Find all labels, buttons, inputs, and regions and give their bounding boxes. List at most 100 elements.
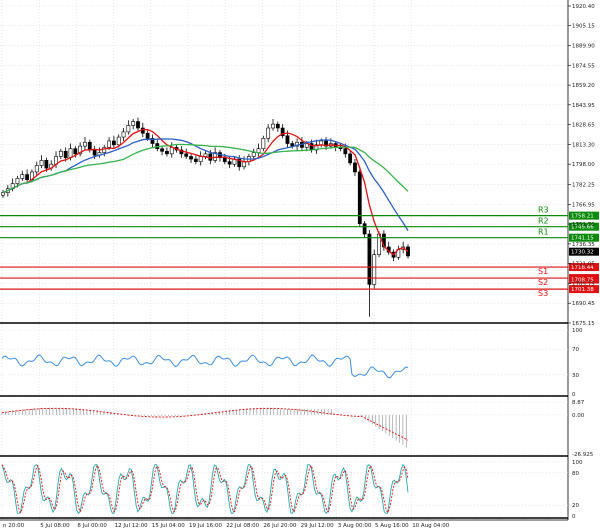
candle-body bbox=[271, 123, 275, 129]
time-tick-label: 26 Jul 20:00 bbox=[263, 523, 296, 529]
level-tag-r2: 1749.66 bbox=[571, 225, 594, 231]
stochastic-k-line bbox=[1, 463, 409, 515]
candle-body bbox=[150, 138, 155, 144]
level-name-r2: R2 bbox=[538, 217, 549, 226]
indicator-tick-label: 0 bbox=[572, 392, 576, 398]
time-tick-label: 12 Jul 12:00 bbox=[115, 523, 148, 529]
candle-body bbox=[107, 140, 111, 148]
ema-mid-line bbox=[2, 138, 409, 231]
candle-body bbox=[348, 153, 353, 164]
candle-body bbox=[227, 161, 232, 165]
indicator-tick-label: 20 bbox=[572, 503, 579, 509]
rsi-line bbox=[1, 354, 409, 379]
candle-body bbox=[261, 138, 266, 149]
level-tag-r3: 1758.21 bbox=[571, 214, 594, 220]
time-tick-label: 10 Aug 04:00 bbox=[412, 523, 450, 529]
time-tick-label: 15 Jul 04:00 bbox=[152, 523, 185, 529]
indicator-tick-label: 0 bbox=[572, 514, 576, 520]
level-name-s3: S3 bbox=[538, 289, 548, 298]
candle-body bbox=[367, 233, 372, 285]
candle-body bbox=[256, 148, 261, 153]
price-tag-label: 1730.32 bbox=[571, 250, 594, 256]
candle-body bbox=[63, 150, 68, 159]
candle-body bbox=[44, 160, 49, 169]
candle-body bbox=[237, 158, 242, 168]
price-tick-label: 1751.70 bbox=[572, 222, 595, 228]
candle-body bbox=[343, 148, 348, 155]
candle-body bbox=[126, 125, 131, 133]
candle-body bbox=[34, 165, 39, 173]
indicator-tick-label: 100 bbox=[572, 460, 583, 466]
price-tick-label: 1859.20 bbox=[572, 83, 595, 89]
indicator-tick-label: 80 bbox=[572, 471, 579, 477]
candle-body bbox=[39, 160, 44, 166]
candle-body bbox=[131, 121, 136, 126]
candle-body bbox=[87, 141, 92, 151]
candle-body bbox=[111, 140, 116, 146]
candle-body bbox=[280, 127, 285, 137]
time-tick-label: n 20:00 bbox=[3, 523, 25, 529]
price-tick-label: 1889.90 bbox=[572, 43, 595, 49]
ema-fast-line bbox=[2, 128, 409, 256]
price-tag-label: 1708.75 bbox=[571, 278, 594, 284]
level-tag-s3: 1701.38 bbox=[571, 287, 594, 293]
candle-body bbox=[266, 127, 271, 139]
level-tag-r1: 1741.15 bbox=[571, 236, 594, 242]
price-tick-label: 1798.00 bbox=[572, 162, 595, 168]
indicator-tick-label: 70 bbox=[572, 347, 579, 353]
time-tick-label: 19 Jul 16:00 bbox=[189, 523, 222, 529]
level-tag-s1: 1718.44 bbox=[571, 265, 594, 271]
indicator-tick-label: 0.00 bbox=[572, 413, 585, 419]
price-axis: 1758.211749.661741.151718.441709.921701.… bbox=[568, 4, 599, 520]
price-tick-label: 1874.55 bbox=[572, 63, 595, 69]
candle-body bbox=[193, 158, 198, 162]
chart-grid bbox=[0, 0, 569, 521]
time-tick-label: 5 Aug 16:00 bbox=[375, 523, 409, 529]
time-tick-label: 29 Jul 12:00 bbox=[301, 523, 334, 529]
candle-body bbox=[116, 136, 121, 146]
level-tag-bg bbox=[569, 211, 599, 220]
price-tag-bg bbox=[569, 247, 599, 256]
price-tick-label: 1782.25 bbox=[572, 183, 595, 189]
price-tick-label: 1905.15 bbox=[572, 24, 595, 30]
time-tick-label: 22 Jul 08:00 bbox=[226, 523, 259, 529]
price-panel: R3 R2 R1 S1 S2 S3 bbox=[0, 117, 568, 317]
candle-body bbox=[145, 132, 150, 139]
candle-body bbox=[372, 254, 377, 285]
candle-body bbox=[362, 223, 367, 235]
time-tick-label: 8 Jul 00:00 bbox=[77, 523, 107, 529]
level-tag-bg bbox=[569, 263, 599, 272]
level-name-s2: S2 bbox=[538, 278, 548, 287]
price-tick-label: 1920.40 bbox=[572, 4, 595, 10]
candle-body bbox=[275, 123, 280, 129]
candle-body bbox=[68, 148, 73, 159]
candle-body bbox=[92, 149, 97, 156]
candle-body bbox=[102, 147, 107, 153]
candle-body bbox=[78, 145, 83, 155]
candle-body bbox=[165, 150, 169, 155]
candle-body bbox=[1, 192, 5, 196]
candle-body bbox=[136, 121, 140, 129]
level-name-r3: R3 bbox=[538, 206, 549, 215]
price-tick-label: 1828.65 bbox=[572, 123, 595, 129]
candle-body bbox=[160, 148, 165, 152]
price-tick-label: 1736.35 bbox=[572, 242, 595, 248]
price-tag-bg bbox=[569, 275, 599, 284]
level-name-s1: S1 bbox=[538, 267, 548, 276]
price-tick-label: 1721.05 bbox=[572, 262, 595, 268]
candle-body bbox=[198, 156, 203, 162]
candle-body bbox=[213, 152, 218, 161]
price-tick-label: 1705.75 bbox=[572, 281, 595, 287]
price-tick-label: 1675.15 bbox=[572, 321, 595, 327]
ema-slow-line bbox=[2, 143, 409, 194]
candle-body bbox=[251, 152, 256, 157]
time-axis: n 20:00 5 Jul 08:00 8 Jul 00:00 12 Jul 12:0… bbox=[3, 523, 450, 529]
level-name-r1: R1 bbox=[538, 228, 549, 237]
candle-body bbox=[121, 131, 126, 138]
candle-body bbox=[353, 162, 357, 173]
candle-body bbox=[83, 141, 87, 147]
candle-body bbox=[169, 147, 174, 155]
candle-body bbox=[15, 178, 20, 184]
indicator-tick-label: 8.87 bbox=[572, 400, 585, 406]
